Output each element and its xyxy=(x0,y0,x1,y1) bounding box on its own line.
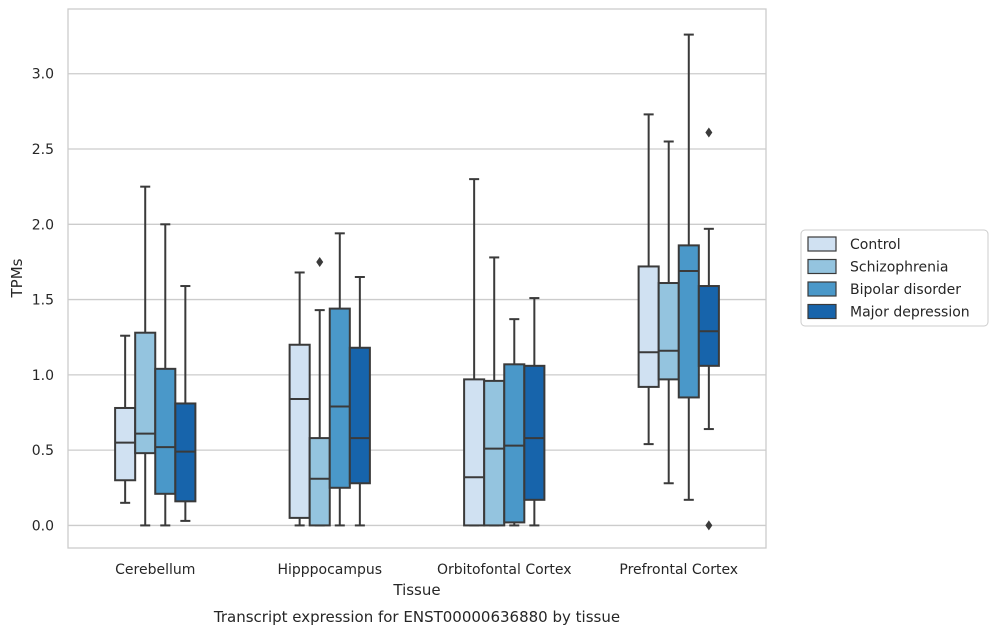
x-tick-label: Orbitofontal Cortex xyxy=(437,562,572,578)
box xyxy=(288,271,311,527)
outlier-point xyxy=(316,256,324,267)
box-body xyxy=(348,346,371,485)
x-tick-labels: Cerebellum Hipppocampus Orbitofontal Corte… xyxy=(115,562,738,578)
y-tick-labels: 0.0 0.5 1.0 1.5 2.0 2.5 3.0 xyxy=(32,67,54,535)
box xyxy=(174,285,197,522)
box xyxy=(348,275,371,527)
y-tick-label: 1.0 xyxy=(32,368,54,384)
box xyxy=(637,113,660,446)
y-tick-label: 0.0 xyxy=(32,518,54,534)
x-tick-label: Cerebellum xyxy=(115,562,195,578)
legend-label: Major depression xyxy=(850,305,970,321)
legend-label: Control xyxy=(850,237,901,253)
y-tick-label: 3.0 xyxy=(32,67,54,83)
box xyxy=(483,256,506,527)
legend-frame xyxy=(800,229,989,327)
box-body xyxy=(463,378,486,527)
box xyxy=(114,334,137,504)
box-body xyxy=(288,343,311,519)
plot-frame xyxy=(67,8,767,549)
legend-item: Schizophrenia xyxy=(807,258,948,276)
legend: Control Schizophrenia Bipolar disorder Majo… xyxy=(800,229,989,327)
y-tick-label: 2.0 xyxy=(32,217,54,233)
box xyxy=(308,256,331,527)
legend-item: Bipolar disorder xyxy=(807,281,961,298)
box-body xyxy=(503,363,526,524)
box xyxy=(134,185,157,527)
box-body xyxy=(134,331,157,455)
y-tick-label: 2.5 xyxy=(32,142,54,158)
box xyxy=(328,232,351,527)
box xyxy=(463,178,486,527)
box xyxy=(503,318,526,527)
box-body xyxy=(483,379,506,527)
legend-swatch xyxy=(807,236,837,252)
box-body xyxy=(154,367,177,495)
x-axis-title: Tissue xyxy=(392,581,440,599)
legend-swatch xyxy=(807,303,837,320)
x-tick-label: Hipppocampus xyxy=(277,562,382,578)
box xyxy=(523,297,546,527)
box-body xyxy=(328,307,351,489)
legend-swatch xyxy=(807,258,837,275)
box-body xyxy=(114,406,137,482)
legend-item: Control xyxy=(807,236,901,253)
box-body xyxy=(308,437,331,527)
legend-swatch xyxy=(807,281,837,297)
box xyxy=(657,140,680,485)
box xyxy=(697,127,720,531)
outlier-point xyxy=(705,520,713,531)
box xyxy=(677,33,700,501)
legend-item: Major depression xyxy=(807,303,970,321)
box-body xyxy=(637,265,660,388)
box-body xyxy=(657,282,680,381)
y-tick-label: 1.5 xyxy=(32,293,54,309)
legend-label: Schizophrenia xyxy=(850,260,948,276)
box-body xyxy=(523,364,546,501)
y-tick-label: 0.5 xyxy=(32,443,54,459)
x-tick-label: Prefrontal Cortex xyxy=(619,562,738,578)
box-body xyxy=(697,285,720,367)
y-axis-title: TPMs xyxy=(8,258,26,298)
box-body xyxy=(677,244,700,399)
outlier-point xyxy=(705,127,713,138)
legend-label: Bipolar disorder xyxy=(850,282,961,298)
box xyxy=(154,223,177,527)
chart-caption: Transcript expression for ENST0000063688… xyxy=(213,608,620,626)
boxes-layer xyxy=(114,33,720,531)
